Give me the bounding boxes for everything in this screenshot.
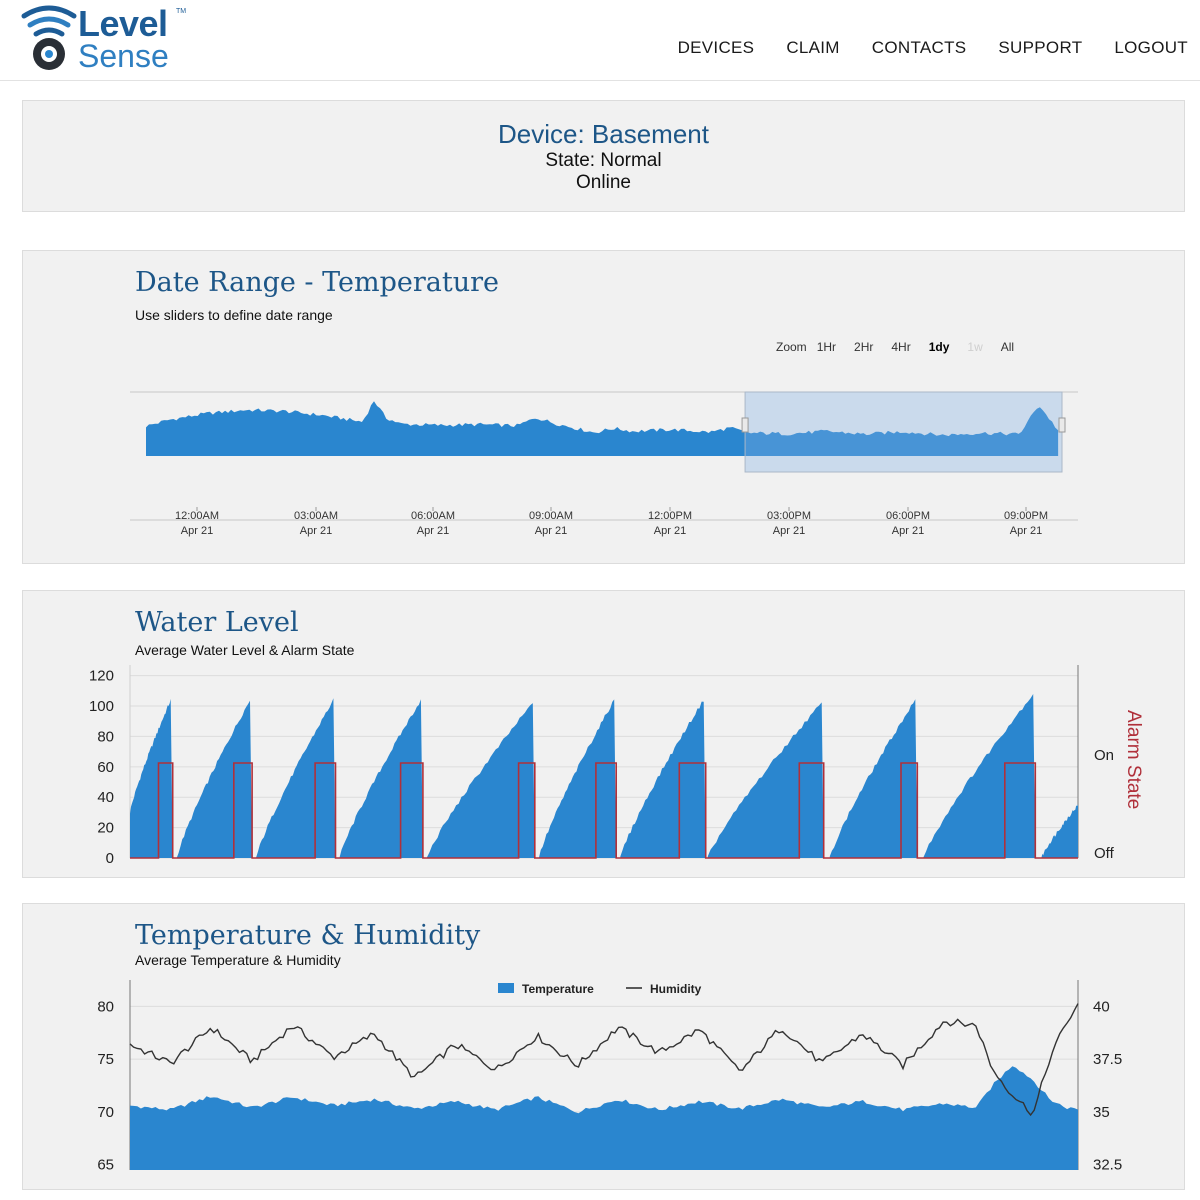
zoom-controls: Zoom 1Hr 2Hr 4Hr 1dy 1w All — [776, 340, 1032, 354]
device-info-panel: Device: Basement State: Normal Online — [22, 100, 1185, 212]
zoom-1w-button[interactable]: 1w — [967, 340, 983, 354]
date-range-subtitle: Use sliders to define date range — [135, 307, 333, 323]
date-range-panel: Date Range - Temperature Use sliders to … — [22, 250, 1185, 564]
zoom-4hr-button[interactable]: 4Hr — [891, 340, 911, 354]
water-level-title: Water Level — [135, 607, 299, 638]
trademark-mark: TM — [176, 8, 187, 15]
nav-logout[interactable]: LOGOUT — [1114, 38, 1188, 57]
zoom-all-button[interactable]: All — [1000, 340, 1015, 354]
logo-word-level: Level — [78, 3, 168, 44]
water-level-panel: Water Level Average Water Level & Alarm … — [22, 590, 1185, 878]
temp-humidity-title: Temperature & Humidity — [135, 920, 481, 951]
device-title: Device: Basement — [498, 119, 709, 149]
zoom-2hr-button[interactable]: 2Hr — [854, 340, 874, 354]
logo-sensor-icon — [21, 5, 77, 70]
device-state: State: Normal — [545, 150, 662, 171]
level-sense-logo[interactable]: Level Sense TM — [20, 4, 200, 76]
device-online-status: Online — [576, 172, 631, 193]
temp-humidity-subtitle: Average Temperature & Humidity — [135, 952, 341, 968]
zoom-1dy-button[interactable]: 1dy — [928, 340, 950, 354]
nav-support[interactable]: SUPPORT — [998, 38, 1083, 57]
zoom-label: Zoom — [776, 340, 807, 354]
nav-devices[interactable]: DEVICES — [677, 38, 755, 57]
top-nav: DEVICES CLAIM CONTACTS SUPPORT LOGOUT — [646, 38, 1188, 58]
header-bar: Level Sense TM DEVICES CLAIM CONTACTS SU… — [0, 0, 1200, 81]
zoom-1hr-button[interactable]: 1Hr — [816, 340, 837, 354]
temp-humidity-panel: Temperature & Humidity Average Temperatu… — [22, 903, 1185, 1190]
nav-contacts[interactable]: CONTACTS — [871, 38, 967, 57]
logo-word-sense: Sense — [78, 38, 169, 74]
date-range-title: Date Range - Temperature — [135, 267, 500, 298]
nav-claim[interactable]: CLAIM — [786, 38, 840, 57]
water-level-subtitle: Average Water Level & Alarm State — [135, 642, 355, 658]
